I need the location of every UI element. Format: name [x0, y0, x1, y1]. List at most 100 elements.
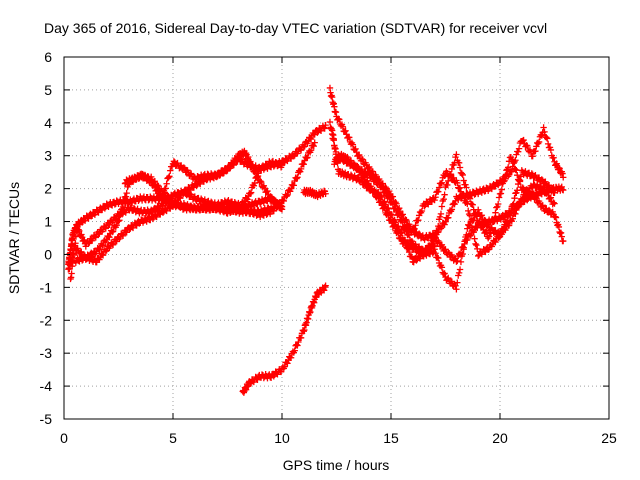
- data-point-marker: [552, 213, 559, 220]
- data-point-marker: [557, 229, 565, 237]
- series-track-i: [326, 84, 567, 243]
- data-point-marker: [162, 199, 169, 207]
- data-point-marker: [510, 200, 517, 207]
- data-point-marker: [505, 222, 513, 229]
- data-point-marker: [158, 196, 166, 204]
- data-point-marker: [412, 222, 419, 229]
- data-point-marker: [229, 161, 237, 168]
- data-point-marker: [270, 196, 278, 203]
- data-point-marker: [115, 217, 122, 225]
- data-point-marker: [437, 180, 445, 187]
- y-tick-label: 1: [44, 214, 52, 230]
- data-point-marker: [446, 171, 454, 178]
- x-tick-label: 25: [601, 430, 617, 446]
- data-point-marker: [438, 179, 446, 186]
- data-point-marker: [322, 190, 329, 197]
- data-point-marker: [98, 242, 106, 249]
- data-point-marker: [506, 212, 514, 219]
- data-point-marker: [551, 200, 558, 207]
- data-point-marker: [502, 226, 509, 234]
- y-tick-label: 5: [44, 82, 52, 98]
- data-point-marker: [274, 199, 281, 206]
- data-point-marker: [293, 175, 300, 182]
- data-point-marker: [434, 254, 441, 261]
- data-point-marker: [378, 182, 386, 190]
- data-point-marker: [122, 193, 129, 200]
- data-point-marker: [441, 270, 448, 277]
- data-point-marker: [295, 338, 302, 346]
- data-point-marker: [556, 165, 563, 172]
- data-point-marker: [335, 115, 342, 122]
- data-point-marker: [251, 168, 258, 176]
- data-point-marker: [170, 158, 178, 165]
- data-point-marker: [532, 194, 539, 201]
- data-point-marker: [525, 188, 533, 195]
- x-tick-label: 5: [169, 430, 177, 446]
- data-point-marker: [464, 200, 471, 208]
- data-point-marker: [395, 211, 403, 219]
- data-point-marker: [466, 195, 474, 202]
- y-tick-label: -5: [40, 411, 53, 427]
- data-point-marker: [369, 168, 377, 175]
- data-point-marker: [247, 380, 254, 387]
- data-point-marker: [550, 154, 557, 161]
- data-point-marker: [463, 184, 470, 191]
- data-point-marker: [326, 118, 334, 126]
- data-point-marker: [257, 177, 264, 185]
- data-markers: [65, 84, 567, 396]
- data-point-marker: [456, 184, 464, 191]
- data-point-marker: [294, 342, 301, 349]
- data-point-marker: [367, 182, 375, 190]
- data-point-marker: [543, 134, 550, 141]
- data-point-marker: [307, 146, 315, 154]
- data-point-marker: [75, 226, 82, 233]
- data-point-marker: [102, 248, 109, 255]
- data-point-marker: [467, 218, 475, 225]
- data-point-marker: [152, 207, 159, 214]
- data-point-marker: [518, 196, 525, 204]
- data-point-marker: [352, 145, 359, 153]
- data-point-marker: [436, 213, 444, 221]
- data-point-marker: [297, 165, 305, 173]
- data-point-marker: [119, 232, 127, 240]
- data-point-marker: [126, 226, 133, 233]
- y-tick-label: 4: [44, 115, 52, 131]
- axis-ticks: 0 5 10 15 20 25 -5 -4 -3 -2 -1 0 1 2 3 4 5 6: [40, 49, 617, 446]
- data-point-marker: [459, 171, 466, 179]
- y-tick-label: -1: [40, 279, 53, 295]
- series-track-l: [331, 150, 558, 293]
- data-point-marker: [438, 241, 446, 249]
- data-point-marker: [501, 177, 508, 184]
- data-point-marker: [380, 204, 387, 211]
- data-point-marker: [437, 210, 445, 218]
- data-point-marker: [497, 190, 505, 197]
- data-point-marker: [109, 241, 117, 249]
- data-point-marker: [448, 165, 456, 173]
- data-point-marker: [458, 170, 466, 177]
- data-point-marker: [445, 214, 452, 221]
- data-point-marker: [544, 140, 552, 148]
- data-point-marker: [393, 200, 400, 207]
- data-point-marker: [516, 177, 524, 184]
- data-point-marker: [444, 181, 451, 189]
- data-point-marker: [475, 252, 482, 260]
- series-track-m: [398, 168, 558, 260]
- data-point-marker: [465, 191, 473, 199]
- data-point-marker: [485, 233, 493, 240]
- data-point-marker: [310, 142, 317, 150]
- series-track-k: [328, 127, 567, 266]
- data-point-marker: [541, 185, 548, 192]
- data-point-marker: [336, 116, 343, 123]
- plot-frame: [63, 56, 610, 420]
- data-point-marker: [322, 282, 329, 289]
- data-point-marker: [540, 184, 547, 191]
- data-point-marker: [68, 270, 75, 277]
- data-point-marker: [321, 125, 328, 132]
- x-tick-label: 15: [383, 430, 399, 446]
- data-point-marker: [356, 151, 363, 159]
- series-track-b: [65, 121, 329, 273]
- data-point-marker: [357, 167, 365, 175]
- data-point-marker: [307, 135, 315, 143]
- data-point-marker: [284, 360, 291, 367]
